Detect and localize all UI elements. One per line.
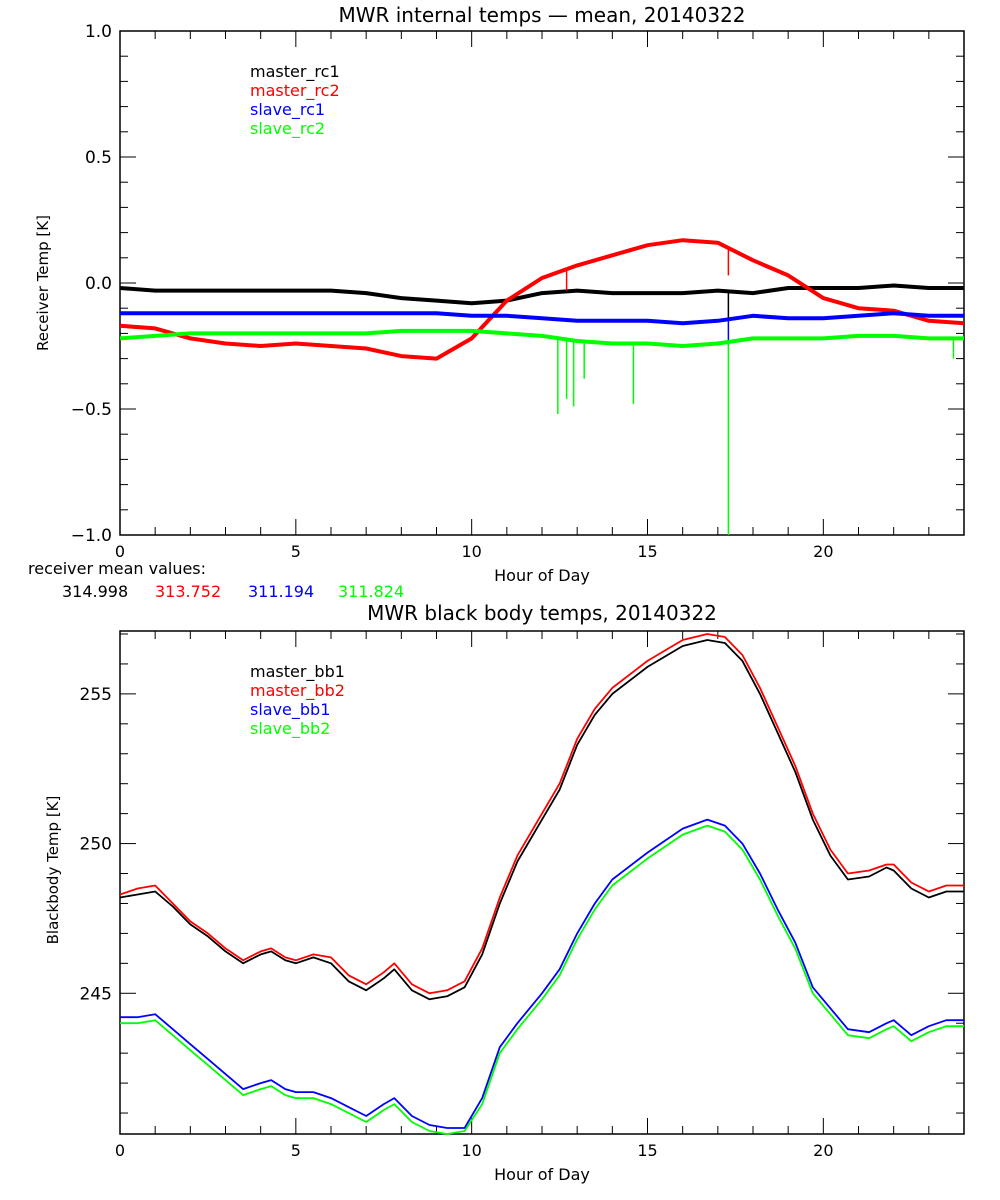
series-master_rc1	[119, 283, 965, 321]
x-axis-label: Hour of Day	[494, 1165, 590, 1184]
y-tick-label: 0.5	[85, 148, 112, 168]
x-axis-label: Hour of Day	[494, 566, 590, 585]
x-tick-label: 10	[461, 1141, 481, 1160]
y-tick-label: −0.5	[71, 400, 112, 420]
series-group	[119, 633, 965, 1135]
y-tick-label: 0.0	[85, 274, 112, 294]
plot-frame	[119, 630, 965, 1135]
y-tick-label: 245	[80, 984, 112, 1004]
series-slave_rc1	[119, 311, 965, 346]
series-line	[120, 818, 964, 1129]
legend-item-slave_bb1: slave_bb1	[250, 700, 330, 720]
x-tick-label: 5	[291, 1141, 301, 1160]
series-master_bb2	[119, 633, 965, 995]
y-axis-label: Blackbody Temp [K]	[44, 796, 62, 945]
chart-title: MWR internal temps — mean, 20140322	[338, 3, 745, 27]
chart-title: MWR black body temps, 20140322	[367, 601, 717, 625]
receiver-mean-value: 311.194	[248, 582, 314, 601]
y-axis-label: Receiver Temp [K]	[34, 215, 52, 351]
plot-frame	[119, 30, 965, 536]
legend-item-master_rc1: master_rc1	[250, 62, 340, 82]
x-tick-label: 15	[637, 1141, 657, 1160]
x-tick-label: 5	[291, 542, 301, 561]
blackbody-temps-panel: MWR black body temps, 20140322 Blackbody…	[44, 601, 965, 1184]
series-master_rc2	[119, 238, 965, 361]
series-slave_bb2	[119, 824, 965, 1135]
legend-item-master_bb1: master_bb1	[250, 662, 345, 682]
legend-item-slave_bb2: slave_bb2	[250, 719, 330, 739]
x-tick-label: 15	[637, 542, 657, 561]
legend-item-master_bb2: master_bb2	[250, 681, 345, 701]
series-slave_rc2	[119, 328, 965, 535]
x-tick-label: 20	[813, 542, 833, 561]
y-tick-label: −1.0	[71, 526, 112, 546]
series-line	[119, 633, 964, 995]
axes: 0 5 10 15 20 −1.0 −0.5 0.0 0.5 1.0	[71, 22, 965, 561]
series-line	[120, 824, 964, 1135]
x-tick-label: 10	[461, 542, 481, 561]
receiver-mean-value: 313.752	[155, 582, 221, 601]
receiver-mean-value: 314.998	[62, 582, 128, 601]
x-tick-label: 0	[115, 1141, 125, 1160]
y-tick-label: 1.0	[85, 22, 112, 42]
x-tick-label: 0	[115, 542, 125, 561]
receiver-mean-values: 314.998 313.752 311.194 311.824	[62, 582, 404, 601]
legend-item-slave_rc1: slave_rc1	[250, 100, 325, 120]
receiver-temps-panel: MWR internal temps — mean, 20140322 Rece…	[28, 3, 965, 601]
receiver-mean-value: 311.824	[338, 582, 404, 601]
series-line	[119, 238, 965, 361]
series-slave_bb1	[119, 818, 965, 1129]
x-tick-label: 20	[813, 1141, 833, 1160]
axes: 0 5 10 15 20 245 250 255	[80, 630, 965, 1160]
series-group	[119, 238, 965, 535]
legend-item-slave_rc2: slave_rc2	[250, 119, 325, 139]
series-master_bb1	[119, 639, 965, 1001]
y-tick-label: 255	[80, 685, 112, 705]
receiver-mean-label: receiver mean values:	[28, 559, 206, 578]
legend-item-master_rc2: master_rc2	[250, 81, 340, 101]
y-tick-label: 250	[80, 835, 112, 855]
series-line	[119, 639, 964, 1001]
